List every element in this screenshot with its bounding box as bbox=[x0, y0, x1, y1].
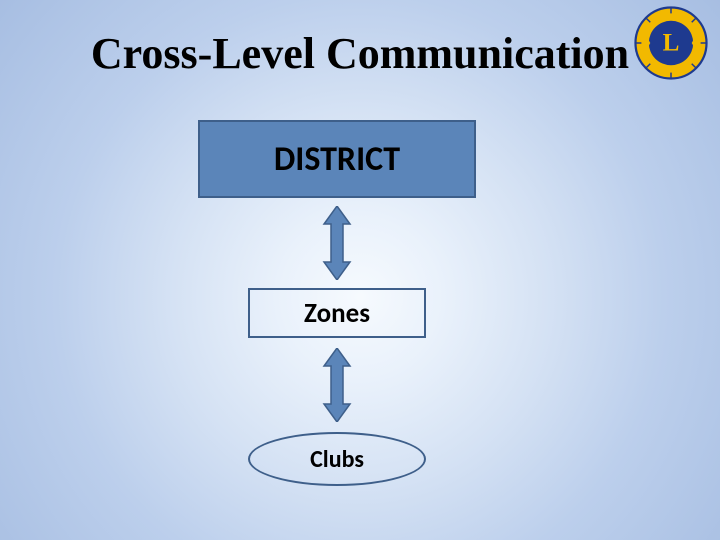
slide: Cross-Level Communication L DIS bbox=[0, 0, 720, 540]
node-clubs-label: Clubs bbox=[310, 445, 364, 474]
node-district-label: DISTRICT bbox=[274, 139, 400, 180]
slide-title: Cross-Level Communication bbox=[0, 28, 720, 79]
arrow-zones-clubs bbox=[320, 348, 354, 422]
lions-logo-icon: L bbox=[634, 6, 708, 80]
node-district: DISTRICT bbox=[198, 120, 476, 198]
node-zones: Zones bbox=[248, 288, 426, 338]
node-zones-label: Zones bbox=[304, 297, 370, 330]
arrow-district-zones bbox=[320, 206, 354, 280]
svg-text:L: L bbox=[663, 29, 680, 56]
node-clubs: Clubs bbox=[248, 432, 426, 486]
